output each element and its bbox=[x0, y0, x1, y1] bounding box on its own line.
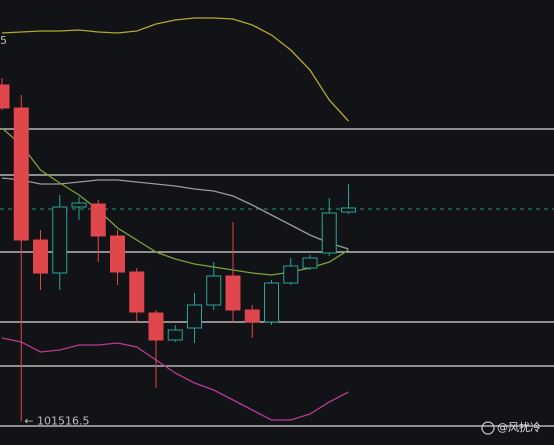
candle-body bbox=[71, 202, 87, 208]
candle-body bbox=[302, 257, 318, 269]
candle-body bbox=[52, 206, 68, 274]
indicator-line bbox=[1, 337, 349, 421]
candle-body bbox=[206, 275, 222, 306]
candle-body bbox=[0, 84, 10, 109]
candle-body bbox=[244, 309, 260, 323]
candle-body bbox=[264, 282, 279, 323]
watermark: @风扰冷 bbox=[497, 420, 541, 434]
indicator-line bbox=[1, 17, 349, 122]
candle-body bbox=[148, 312, 164, 341]
candle-body bbox=[129, 271, 145, 313]
candle-body bbox=[283, 265, 299, 284]
candle-body bbox=[33, 239, 48, 274]
indicator-line bbox=[1, 177, 349, 250]
candle-body bbox=[167, 329, 183, 341]
axis-fragment: 5 bbox=[0, 34, 7, 47]
candle-body bbox=[13, 107, 29, 241]
candle-body bbox=[187, 304, 202, 329]
candle-body bbox=[90, 203, 106, 237]
candle-body bbox=[225, 275, 241, 311]
watermark-icon bbox=[481, 421, 495, 435]
candle-body bbox=[321, 212, 337, 254]
candle-body bbox=[341, 207, 356, 213]
candle-body bbox=[110, 235, 125, 273]
low-label: ← 101516.5 bbox=[24, 414, 89, 427]
